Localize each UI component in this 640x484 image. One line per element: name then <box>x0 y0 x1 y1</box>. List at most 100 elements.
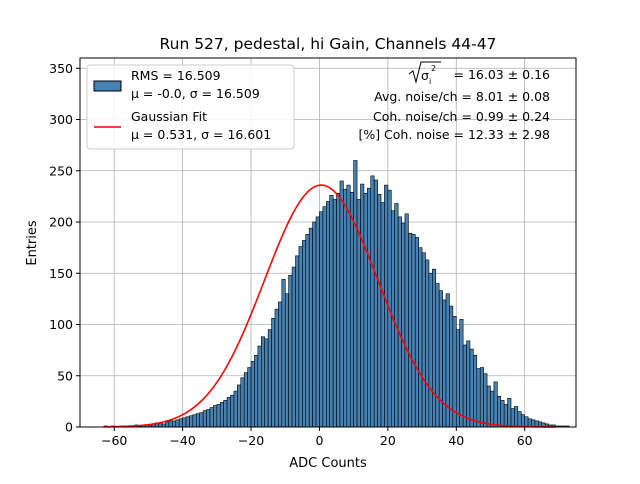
histogram-bar <box>319 211 324 428</box>
y-tick-label: 200 <box>49 215 73 230</box>
histogram-bar <box>264 338 269 428</box>
gaussian-fit <box>103 184 556 428</box>
x-tick-label: −60 <box>101 433 127 448</box>
histogram-bar <box>346 184 351 428</box>
histogram-bar <box>178 418 183 428</box>
histogram-bar <box>302 240 307 428</box>
histogram-bar <box>435 283 440 428</box>
histogram-bar <box>469 348 474 428</box>
histogram-bar <box>339 180 344 428</box>
histogram-bar <box>497 395 502 428</box>
histogram-bar <box>367 187 372 428</box>
histogram-bar <box>243 372 248 428</box>
y-tick-label: 50 <box>57 368 73 383</box>
sqrt-sigma-superscript: 2 <box>431 64 436 73</box>
legend-fit-stats: μ = 0.531, σ = 16.601 <box>131 127 271 142</box>
legend-patch-icon <box>93 80 122 92</box>
histogram-bar <box>284 293 289 428</box>
histogram-bar <box>213 405 218 428</box>
histogram-bar <box>336 193 341 428</box>
histogram-bar <box>432 268 437 428</box>
histogram-bar <box>267 329 272 428</box>
histogram-bar <box>175 419 180 428</box>
histogram-bar <box>216 404 221 428</box>
histogram-bar <box>483 373 488 428</box>
legend-rms-stats: μ = -0.0, σ = 16.509 <box>131 86 260 101</box>
histogram-bar <box>312 221 317 428</box>
chart-title: Run 527, pedestal, hi Gain, Channels 44-… <box>160 35 497 53</box>
legend: RMS = 16.509 μ = -0.0, σ = 16.509 Gaussi… <box>86 64 295 150</box>
pct-coh-noise-annotation: [%] Coh. noise = 12.33 ± 2.98 <box>358 127 550 142</box>
x-tick-label: 40 <box>448 433 464 448</box>
y-tick-label: 0 <box>65 420 73 435</box>
histogram-bar <box>500 400 505 428</box>
histogram-bar <box>414 237 419 428</box>
histogram-bar <box>329 195 334 428</box>
histogram-bar <box>353 160 358 428</box>
legend-fit-label: Gaussian Fit <box>131 109 207 124</box>
histogram-bar <box>271 318 276 428</box>
y-tick-label: 350 <box>49 61 73 76</box>
histogram-bar <box>377 194 382 428</box>
histogram-bar <box>226 396 231 428</box>
histogram-bar <box>517 411 522 428</box>
histogram-bar <box>343 188 348 428</box>
histogram-bar <box>230 394 235 428</box>
sqrt-radical-icon <box>408 61 441 84</box>
histogram-bar <box>192 414 197 428</box>
histogram-bar <box>418 247 423 428</box>
legend-box <box>86 64 295 150</box>
histogram-bar <box>254 354 259 428</box>
histogram-bar <box>260 336 266 428</box>
x-tick-label: 0 <box>315 433 323 448</box>
histogram-bar <box>408 232 413 428</box>
histogram-bar <box>322 206 327 428</box>
histogram-bar <box>199 412 204 428</box>
histogram-bar <box>237 384 242 428</box>
gaussian-fit-curve <box>103 184 556 428</box>
histogram-bar <box>305 234 310 428</box>
histogram-bar <box>233 390 238 428</box>
histogram-bar <box>274 308 279 428</box>
histogram-bar <box>298 246 303 428</box>
histogram-bar <box>185 416 190 428</box>
histogram-bar <box>486 385 491 428</box>
histogram-bar <box>510 408 515 428</box>
histogram-bar <box>291 266 296 428</box>
x-tick-label: 60 <box>517 433 533 448</box>
x-tick-label: −40 <box>169 433 195 448</box>
histogram-bar <box>315 216 320 428</box>
sqrt-sigma-symbol: σ <box>421 68 429 83</box>
histogram-bar <box>250 361 255 428</box>
histogram-bar <box>514 406 519 428</box>
histogram-bar <box>189 415 194 428</box>
histogram-bar <box>257 345 262 428</box>
histogram-bar <box>168 420 173 428</box>
histogram-bar <box>507 397 512 428</box>
histogram-bar <box>172 420 177 428</box>
histogram-bar <box>308 227 313 428</box>
histogram-bar <box>438 290 443 428</box>
histogram-bar <box>325 201 331 428</box>
histogram-bar <box>397 216 402 428</box>
histogram-bar <box>473 354 478 428</box>
histogram-bar <box>493 381 498 428</box>
histogram-bar <box>240 377 245 428</box>
histogram-bar <box>278 301 283 428</box>
histogram-bar <box>206 409 211 428</box>
histogram-bar <box>165 421 170 428</box>
x-axis-ticks: −60 −40 −20 0 20 40 60 <box>101 427 533 448</box>
histogram-bar <box>503 404 508 428</box>
histogram-bar <box>247 367 252 428</box>
histogram-bar <box>466 340 471 428</box>
histogram-bar <box>196 413 201 428</box>
histogram-bar <box>421 252 426 428</box>
x-axis-label: ADC Counts <box>289 456 367 471</box>
histogram-bar <box>219 402 224 428</box>
avg-noise-annotation: Avg. noise/ch = 8.01 ± 0.08 <box>374 89 550 104</box>
sqrt-sigma-subscript: i <box>429 77 431 86</box>
histogram-bar <box>332 199 337 428</box>
histogram-bar <box>182 417 187 428</box>
histogram-bar <box>524 416 529 428</box>
